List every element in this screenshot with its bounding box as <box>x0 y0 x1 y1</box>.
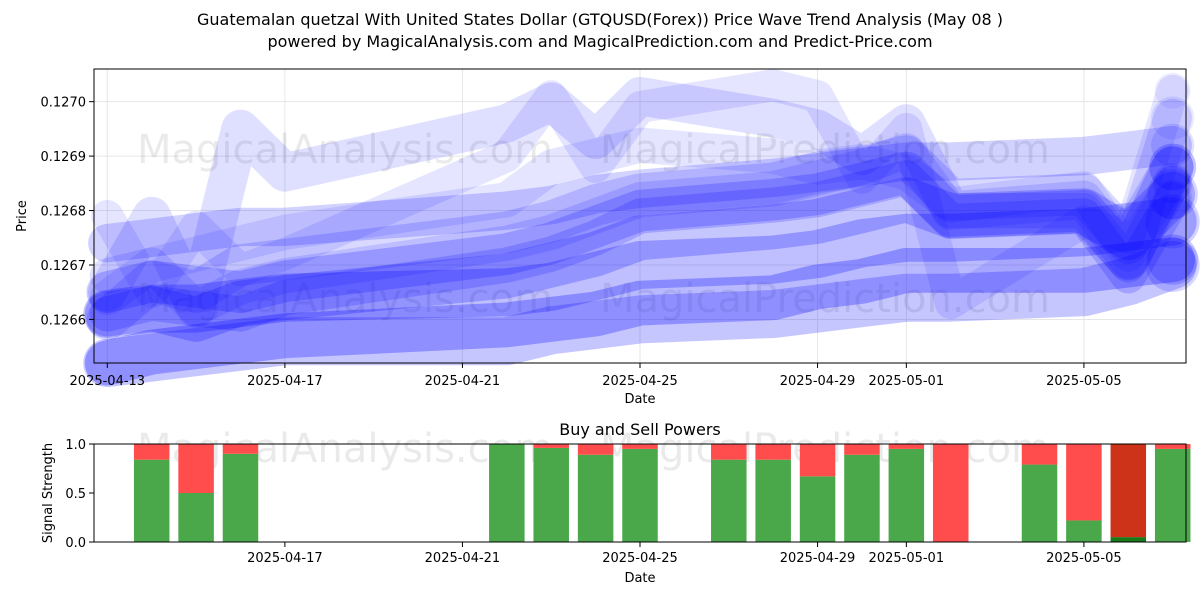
buy-bar <box>844 454 880 542</box>
price-wave-bands <box>83 69 1200 387</box>
price-grid <box>94 69 1186 363</box>
sell-bar <box>577 444 614 455</box>
wave-band-band-7 <box>83 197 1197 338</box>
signal-x-tick-label: 2025-04-21 <box>425 551 501 566</box>
buy-bar <box>1021 464 1058 542</box>
wave-band-end <box>1147 234 1198 285</box>
sell-bar <box>799 444 836 477</box>
sell-bar <box>1066 444 1102 521</box>
chart-title-line2: powered by MagicalAnalysis.com and Magic… <box>267 32 932 51</box>
wave-band-band-1 <box>88 125 1192 263</box>
sell-bar <box>178 444 214 493</box>
signal-x-axis-label: Date <box>624 571 655 586</box>
sell-bar <box>222 444 259 454</box>
wave-band-band-12 <box>89 127 1191 316</box>
watermark-analysis-mid: MagicalAnalysis.com <box>137 276 553 322</box>
buy-bar <box>1110 537 1147 542</box>
price-x-tick-label: 2025-04-17 <box>247 374 323 389</box>
buy-bar <box>1066 520 1102 542</box>
price-axes: 2025-04-13 2025-04-17 2025-04-21 2025-04-25… <box>41 96 1122 389</box>
wave-band-band-8 <box>84 237 1196 386</box>
signal-title: Buy and Sell Powers <box>559 420 721 439</box>
signal-y-axis-label: Signal Strength <box>41 443 56 543</box>
signal-panel: Buy and Sell Powers MagicalAnalysis.com … <box>41 420 1191 586</box>
wave-band-band-4 <box>86 146 1194 314</box>
price-x-tick-label: 2025-05-05 <box>1046 374 1122 389</box>
buy-bar <box>489 444 525 542</box>
price-x-tick-label: 2025-04-29 <box>780 374 856 389</box>
watermark-prediction-top: MagicalPrediction.com <box>600 127 1050 173</box>
wave-band-end <box>1151 96 1195 140</box>
sell-bar <box>711 444 747 460</box>
sell-bar <box>888 444 925 449</box>
buy-bar <box>755 459 791 542</box>
price-y-tick-label: 0.1267 <box>41 259 87 274</box>
sell-bar <box>755 444 791 460</box>
price-x-tick-label: 2025-04-13 <box>70 374 146 389</box>
buy-bar <box>222 453 259 542</box>
buy-bar <box>577 454 614 542</box>
signal-y-tick-label: 1.0 <box>65 438 86 453</box>
wave-band-band-11 <box>91 69 1189 320</box>
buy-bar <box>533 447 569 542</box>
sell-bar <box>1110 444 1147 538</box>
wave-band-end <box>1152 163 1193 204</box>
wave-band-band-10 <box>88 76 1192 328</box>
wave-band-band-3 <box>89 133 1191 327</box>
buy-bar <box>799 476 836 542</box>
price-y-tick-label: 0.1270 <box>41 96 87 111</box>
sell-bar <box>932 444 969 542</box>
chart-title-line1: Guatemalan quetzal With United States Do… <box>197 10 1003 29</box>
price-y-tick-label: 0.1266 <box>41 313 87 328</box>
wave-band-end <box>1147 169 1198 220</box>
wave-band-band-2 <box>86 135 1194 341</box>
price-y-tick-label: 0.1268 <box>41 205 87 220</box>
wave-band-end <box>1149 143 1197 191</box>
signal-x-tick-label: 2025-04-17 <box>247 551 323 566</box>
price-panel: MagicalAnalysis.com MagicalPrediction.co… <box>15 68 1200 407</box>
wave-band-end <box>1154 72 1191 109</box>
price-y-tick-label: 0.1269 <box>41 150 87 165</box>
sell-bar <box>533 444 569 448</box>
sell-bar <box>844 444 880 455</box>
wave-band-end <box>1151 123 1195 167</box>
sell-bar <box>1154 444 1191 449</box>
sell-bar <box>622 444 658 449</box>
sell-bar <box>133 444 170 460</box>
buy-bar <box>711 459 747 542</box>
buy-bar <box>178 493 214 542</box>
signal-bars <box>133 444 1191 542</box>
signal-y-tick-label: 0.5 <box>65 487 86 502</box>
wave-band-end <box>1149 143 1197 191</box>
wave-band-end <box>1152 179 1193 220</box>
wave-band-band-6 <box>84 171 1196 342</box>
watermark-analysis-top: MagicalAnalysis.com <box>137 127 553 173</box>
sell-bar <box>1021 444 1058 465</box>
buy-bar <box>133 459 170 542</box>
price-x-tick-label: 2025-04-21 <box>425 374 501 389</box>
price-y-axis-label: Price <box>15 200 30 232</box>
price-x-tick-label: 2025-05-01 <box>869 374 945 389</box>
signal-x-tick-label: 2025-05-05 <box>1046 551 1122 566</box>
buy-bar <box>888 448 925 542</box>
buy-bar <box>622 448 658 542</box>
buy-bar <box>1154 448 1191 542</box>
signal-x-tick-label: 2025-04-25 <box>602 551 678 566</box>
wave-band-band-9 <box>83 241 1197 387</box>
price-x-tick-label: 2025-04-25 <box>602 374 678 389</box>
watermark-prediction-mid: MagicalPrediction.com <box>600 276 1050 322</box>
signal-x-tick-label: 2025-04-29 <box>780 551 856 566</box>
wave-band-end <box>1152 163 1193 204</box>
signal-x-tick-label: 2025-05-01 <box>869 551 945 566</box>
price-x-axis-label: Date <box>624 392 655 407</box>
signal-y-tick-label: 0.0 <box>65 536 86 551</box>
wave-band-band-5 <box>89 160 1191 332</box>
signal-axes: 2025-04-17 2025-04-21 2025-04-25 2025-04-29… <box>65 438 1121 566</box>
